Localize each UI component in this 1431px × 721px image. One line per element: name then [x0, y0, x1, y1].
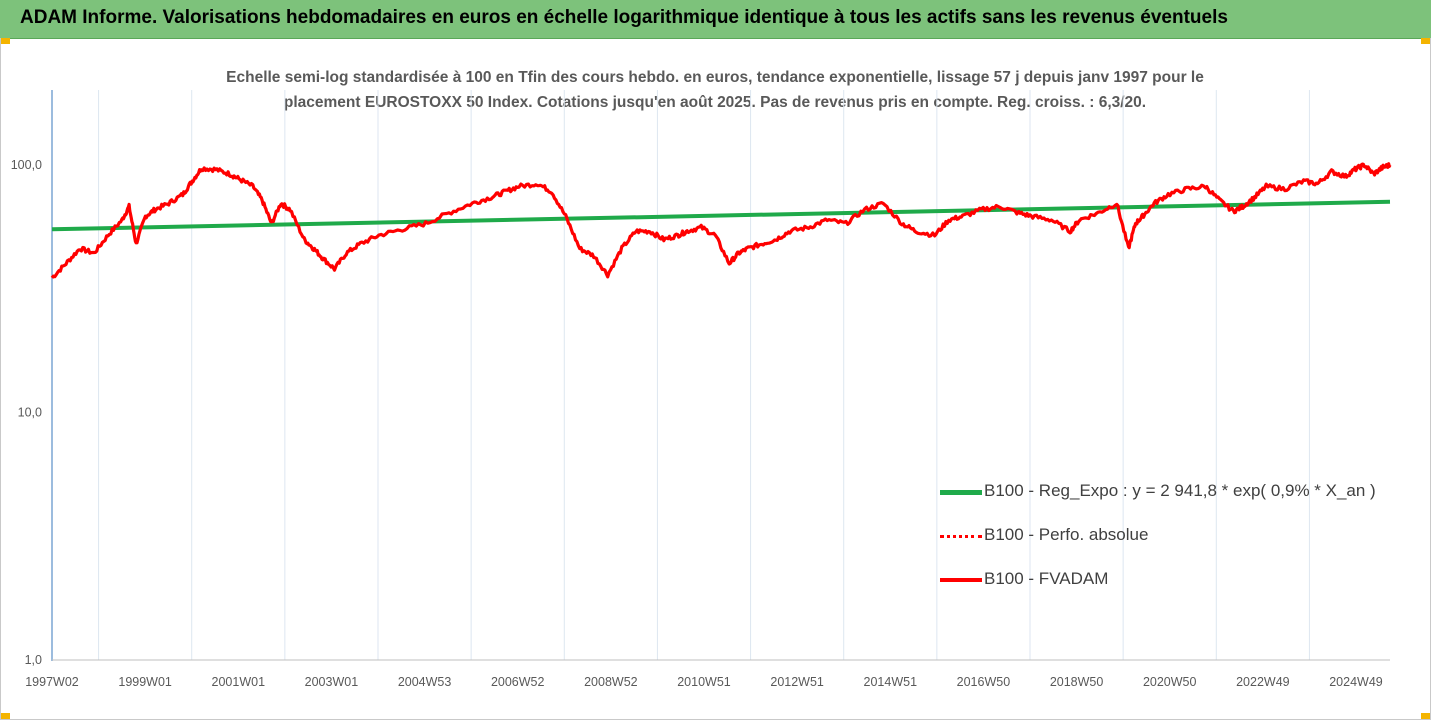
x-tick-label: 1999W01 [118, 675, 172, 689]
y-tick-label: 100,0 [11, 158, 42, 172]
corner-marker [0, 38, 10, 44]
x-tick-label: 2001W01 [212, 675, 266, 689]
legend-swatch-green [940, 490, 982, 495]
series-line-fvadam [50, 162, 1392, 279]
x-tick-label: 2004W53 [398, 675, 452, 689]
x-tick-label: 2010W51 [677, 675, 731, 689]
corner-marker [1421, 38, 1431, 44]
legend-label: B100 - FVADAM [984, 569, 1109, 588]
x-tick-label: 2022W49 [1236, 675, 1290, 689]
x-tick-label: 1997W02 [25, 675, 79, 689]
x-tick-label: 2020W50 [1143, 675, 1197, 689]
corner-marker [0, 713, 10, 719]
y-tick-label: 10,0 [18, 406, 42, 420]
legend-swatch-red [940, 578, 982, 582]
series-line-regression [51, 199, 1391, 232]
corner-marker [1421, 713, 1431, 719]
subtitle-line-1: Echelle semi-log standardisée à 100 en T… [226, 69, 1204, 86]
x-tick-label: 2006W52 [491, 675, 545, 689]
x-tick-label: 2003W01 [305, 675, 359, 689]
x-tick-label: 2018W50 [1050, 675, 1104, 689]
legend-swatch-red-dotted [940, 535, 982, 538]
x-tick-label: 2024W49 [1329, 675, 1383, 689]
subtitle-line-2: placement EUROSTOXX 50 Index. Cotations … [283, 94, 1147, 111]
x-tick-label: 2014W51 [864, 675, 918, 689]
legend-label: B100 - Perfo. absolue [984, 525, 1149, 544]
chart-subtitle: Echelle semi-log standardisée à 100 en T… [160, 65, 1270, 115]
title-banner: ADAM Informe. Valorisations hebdomadaire… [0, 0, 1431, 39]
banner-title: ADAM Informe. Valorisations hebdomadaire… [20, 7, 1228, 28]
legend-label: B100 - Reg_Expo : y = 2 941,8 * exp( 0,9… [984, 481, 1376, 500]
y-tick-label: 1,0 [25, 653, 42, 667]
x-tick-label: 2016W50 [957, 675, 1011, 689]
x-tick-label: 2008W52 [584, 675, 638, 689]
x-tick-label: 2012W51 [770, 675, 824, 689]
